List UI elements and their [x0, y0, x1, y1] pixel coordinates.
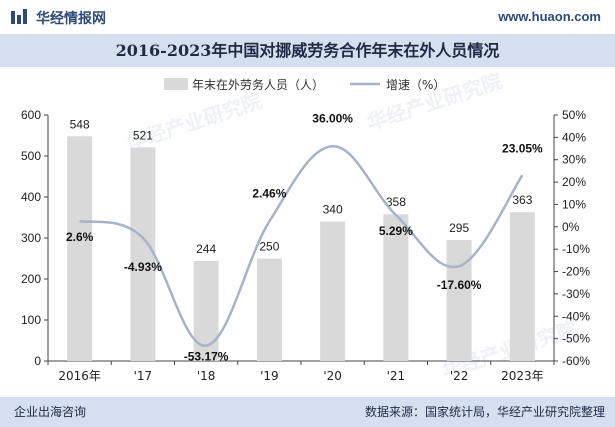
bar: [446, 240, 472, 361]
footer-left: 企业出海咨询: [14, 405, 87, 419]
bar: [320, 221, 346, 361]
growth-rate-line: [79, 145, 524, 347]
x-tick-label: '22: [450, 369, 469, 383]
y-right-tick-label: 10%: [562, 197, 586, 211]
footer-right: 数据来源：国家统计局，华经产业研究院整理: [364, 405, 605, 419]
y-left-tick-label: 400: [21, 190, 41, 204]
line-value-label: 36.00%: [312, 111, 353, 125]
bar-value-label: 295: [449, 221, 469, 235]
y-left-tick-label: 600: [21, 108, 41, 122]
watermark-text: 华经产业研究院: [124, 89, 265, 155]
site-name: 华经情报网: [36, 11, 106, 27]
legend-label-line: 增速（%）: [386, 78, 445, 92]
y-right-tick-label: 40%: [562, 130, 586, 144]
y-right-tick-label: -20%: [562, 265, 590, 279]
bar-value-label: 244: [196, 242, 216, 256]
site-url[interactable]: www.huaon.com: [498, 9, 601, 24]
x-tick-label: 2016年: [58, 369, 101, 383]
y-right-tick-label: -50%: [562, 332, 590, 346]
line-value-label: 2.46%: [252, 186, 286, 200]
line-value-label: 2.6%: [66, 230, 94, 244]
legend-label-bars: 年末在外劳务人员（人）: [192, 77, 324, 92]
y-left-tick-label: 0: [34, 354, 41, 368]
bar: [130, 147, 156, 361]
y-left-tick-label: 100: [21, 313, 41, 327]
bar-value-label: 521: [133, 128, 153, 142]
header-bar: 华经情报网 www.huaon.com: [0, 0, 615, 34]
x-tick-label: '18: [197, 369, 216, 383]
y-left-tick-label: 300: [21, 231, 41, 245]
y-right-tick-label: -60%: [562, 354, 590, 368]
x-tick-label: 2023年: [501, 369, 544, 383]
title-bar: [0, 34, 615, 67]
bar-logo-icon: [11, 9, 27, 24]
legend-swatch-bars: [164, 78, 188, 90]
x-tick-label: '17: [134, 369, 153, 383]
line-value-label: 23.05%: [502, 141, 543, 155]
y-right-tick-label: -40%: [562, 309, 590, 323]
line-value-label: -17.60%: [437, 278, 482, 292]
y-right-tick-label: -30%: [562, 287, 590, 301]
y-right-tick-label: -10%: [562, 242, 590, 256]
bar-value-label: 340: [323, 203, 343, 217]
bar: [256, 258, 282, 361]
x-tick-label: '20: [323, 369, 342, 383]
y-right-tick-label: 0%: [562, 220, 580, 234]
bar-value-label: 363: [512, 193, 532, 207]
y-left-tick-label: 200: [21, 272, 41, 286]
y-right-tick-label: 30%: [562, 153, 586, 167]
page-title: 2016-2023年中国对挪威劳务合作年末在外人员情况: [115, 41, 500, 60]
line-value-label: -4.93%: [124, 260, 162, 274]
line-value-label: -53.17%: [184, 350, 229, 364]
bar-value-label: 250: [259, 240, 279, 254]
y-right-tick-label: 20%: [562, 175, 586, 189]
x-tick-label: '21: [387, 369, 406, 383]
footer-bar: [0, 397, 615, 427]
bar: [383, 214, 409, 361]
line-value-label: 5.29%: [379, 224, 413, 238]
x-tick-label: '19: [260, 369, 279, 383]
bar: [509, 212, 535, 361]
y-left-tick-label: 500: [21, 149, 41, 163]
bar: [67, 136, 93, 361]
bar-value-label: 358: [386, 195, 406, 209]
bar-value-label: 548: [70, 117, 90, 131]
y-right-tick-label: 50%: [562, 108, 586, 122]
